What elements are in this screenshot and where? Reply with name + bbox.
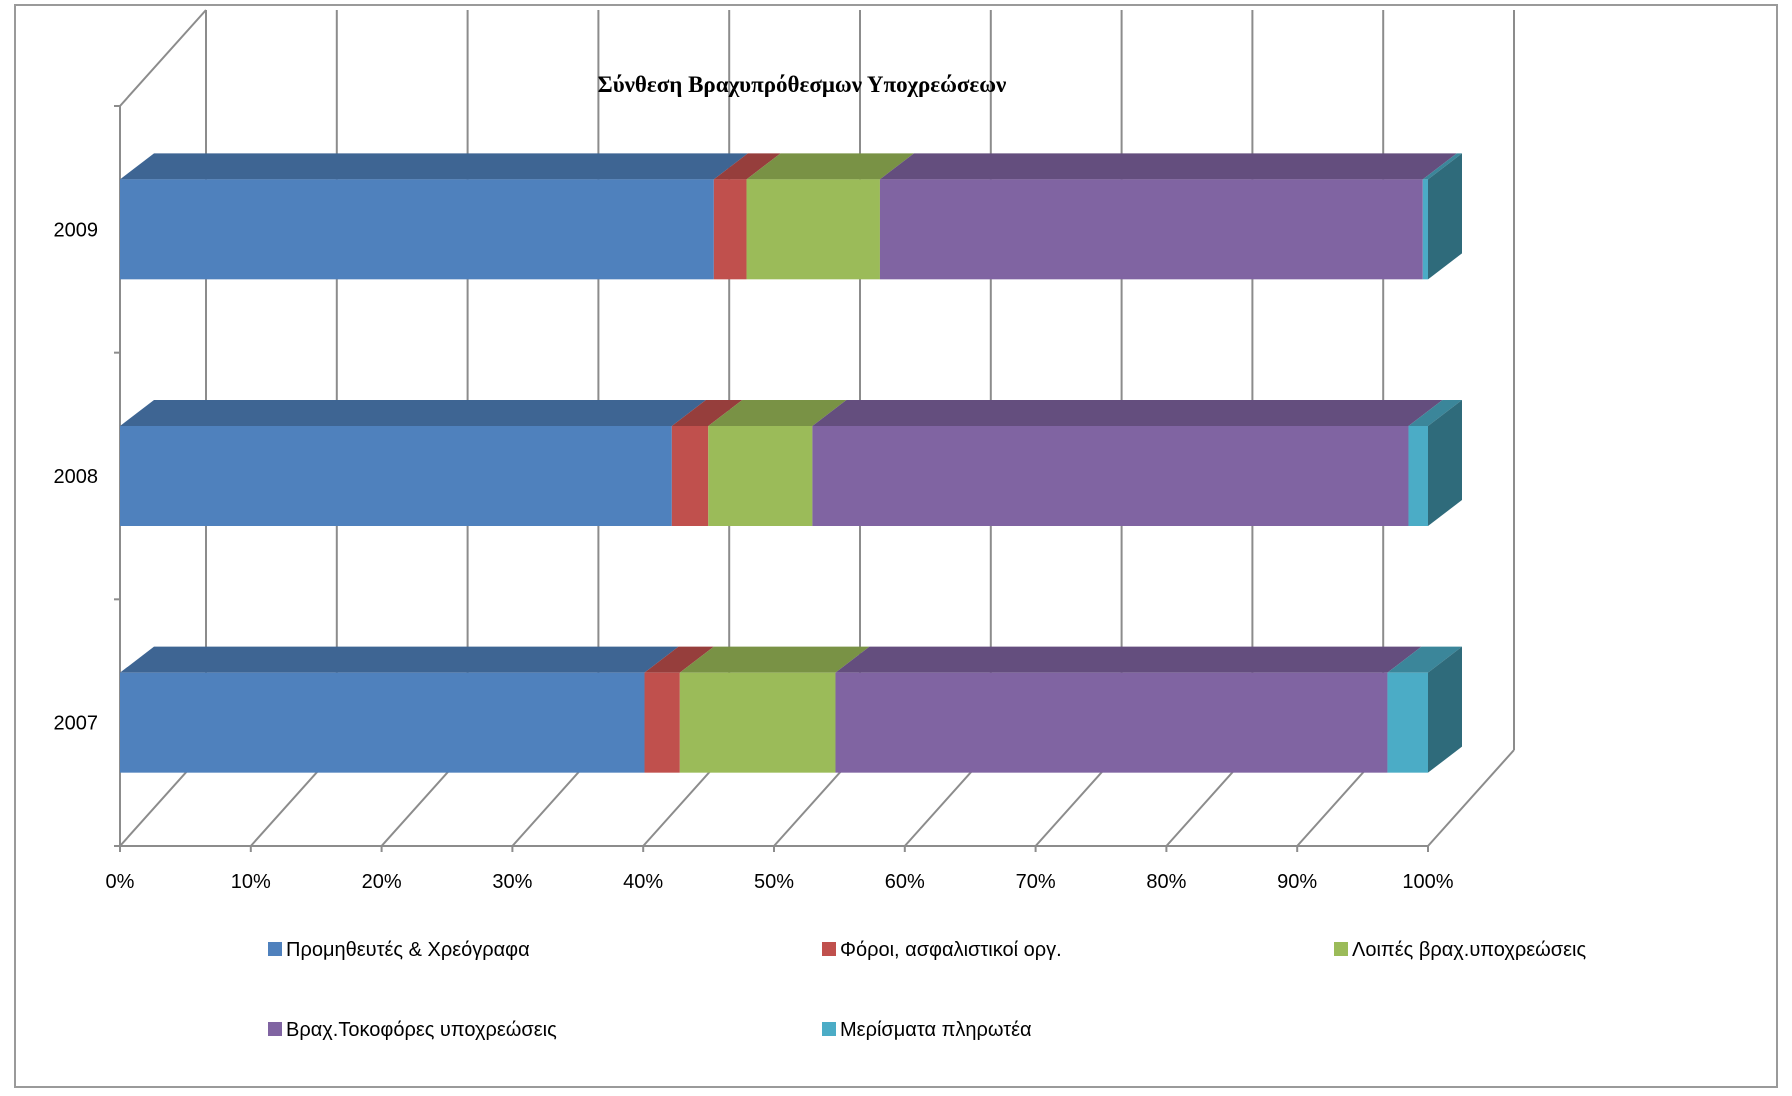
bar-side-face (1428, 153, 1462, 280)
bar-top-face (120, 400, 706, 426)
bars (120, 153, 1462, 773)
legend-label: Λοιπές βραχ.υποχρεώσεις (1352, 939, 1586, 961)
bar-segment (120, 426, 672, 526)
bar-top-face (1408, 400, 1462, 426)
y-tick-label: 2007 (54, 713, 99, 735)
x-tick-label: 40% (623, 871, 663, 893)
x-tick-label: 100% (1402, 871, 1453, 893)
bar-segment (120, 179, 714, 280)
bar-segment (671, 426, 709, 526)
bar-side-face (1428, 400, 1462, 526)
bar-segment (746, 179, 880, 280)
bar-top-face (679, 646, 870, 673)
bar-top-face (120, 153, 748, 180)
legend-swatch (822, 942, 836, 956)
x-tick-label: 60% (885, 871, 925, 893)
legend-swatch (822, 1022, 836, 1036)
chart-frame: 0% 10% 20% 30% 40% 50% 60% 70% 80% 90% 100% 2007 200… (14, 4, 1778, 1088)
legend-label: Προμηθευτές & Χρεόγραφα (286, 939, 530, 961)
bar-top-face (1387, 646, 1462, 673)
bar-segment (879, 179, 1423, 280)
y-tick-label: 2009 (54, 219, 99, 241)
x-tick-label: 80% (1146, 871, 1186, 893)
axes: 0% 10% 20% 30% 40% 50% 60% 70% 80% 90% 100% 2007 200… (54, 105, 1454, 893)
bar-segment (1387, 672, 1428, 773)
bar-top-face (746, 153, 914, 180)
bar-segment (679, 672, 836, 773)
bar-side-face (1428, 646, 1462, 773)
legend-swatch (1334, 942, 1348, 956)
bar-top-face (1422, 153, 1462, 180)
bar-segment (812, 426, 1409, 526)
legend-label: Φόροι, ασφαλιστικοί οργ. (840, 939, 1062, 961)
bar-top-face (671, 400, 743, 426)
left-wall-top-edge (119, 9, 207, 107)
chart-title: Σύνθεση Βραχυπρόθεσμων Υποχρεώσεων (598, 72, 1007, 97)
y-tick-label: 2008 (54, 466, 99, 488)
gridline-floor (1427, 749, 1515, 847)
x-tick-label: 30% (492, 871, 532, 893)
legend-label: Μερίσματα πληρωτέα (840, 1019, 1032, 1041)
legend-label: Βραχ.Τοκοφόρες υποχρεώσεις (286, 1019, 557, 1041)
bar-segment (120, 672, 645, 773)
x-tick-label: 10% (231, 871, 271, 893)
bar-top-face (708, 400, 847, 426)
chart-canvas: 0% 10% 20% 30% 40% 50% 60% 70% 80% 90% 100% 2007 200… (54, 9, 1586, 1041)
bar-segment (708, 426, 813, 526)
bar-segment (1408, 426, 1428, 526)
bar-segment (644, 672, 680, 773)
bar-segment (713, 179, 747, 280)
bar-top-face (879, 153, 1457, 180)
x-tick-label: 50% (754, 871, 794, 893)
bar-top-face (713, 153, 781, 180)
bar-top-face (120, 646, 679, 673)
legend-swatch (268, 942, 282, 956)
legend-swatch (268, 1022, 282, 1036)
bar-top-face (812, 400, 1443, 426)
legend: Προμηθευτές & Χρεόγραφα Φόροι, ασφαλιστικ… (268, 939, 1586, 1041)
bar-top-face (644, 646, 714, 673)
x-tick-label: 20% (362, 871, 402, 893)
x-tick-label: 90% (1277, 871, 1317, 893)
x-tick-label: 70% (1016, 871, 1056, 893)
bar-segment (1422, 179, 1428, 280)
x-tick-label: 0% (106, 871, 135, 893)
bar-top-face (835, 646, 1422, 673)
bar-segment (835, 672, 1388, 773)
